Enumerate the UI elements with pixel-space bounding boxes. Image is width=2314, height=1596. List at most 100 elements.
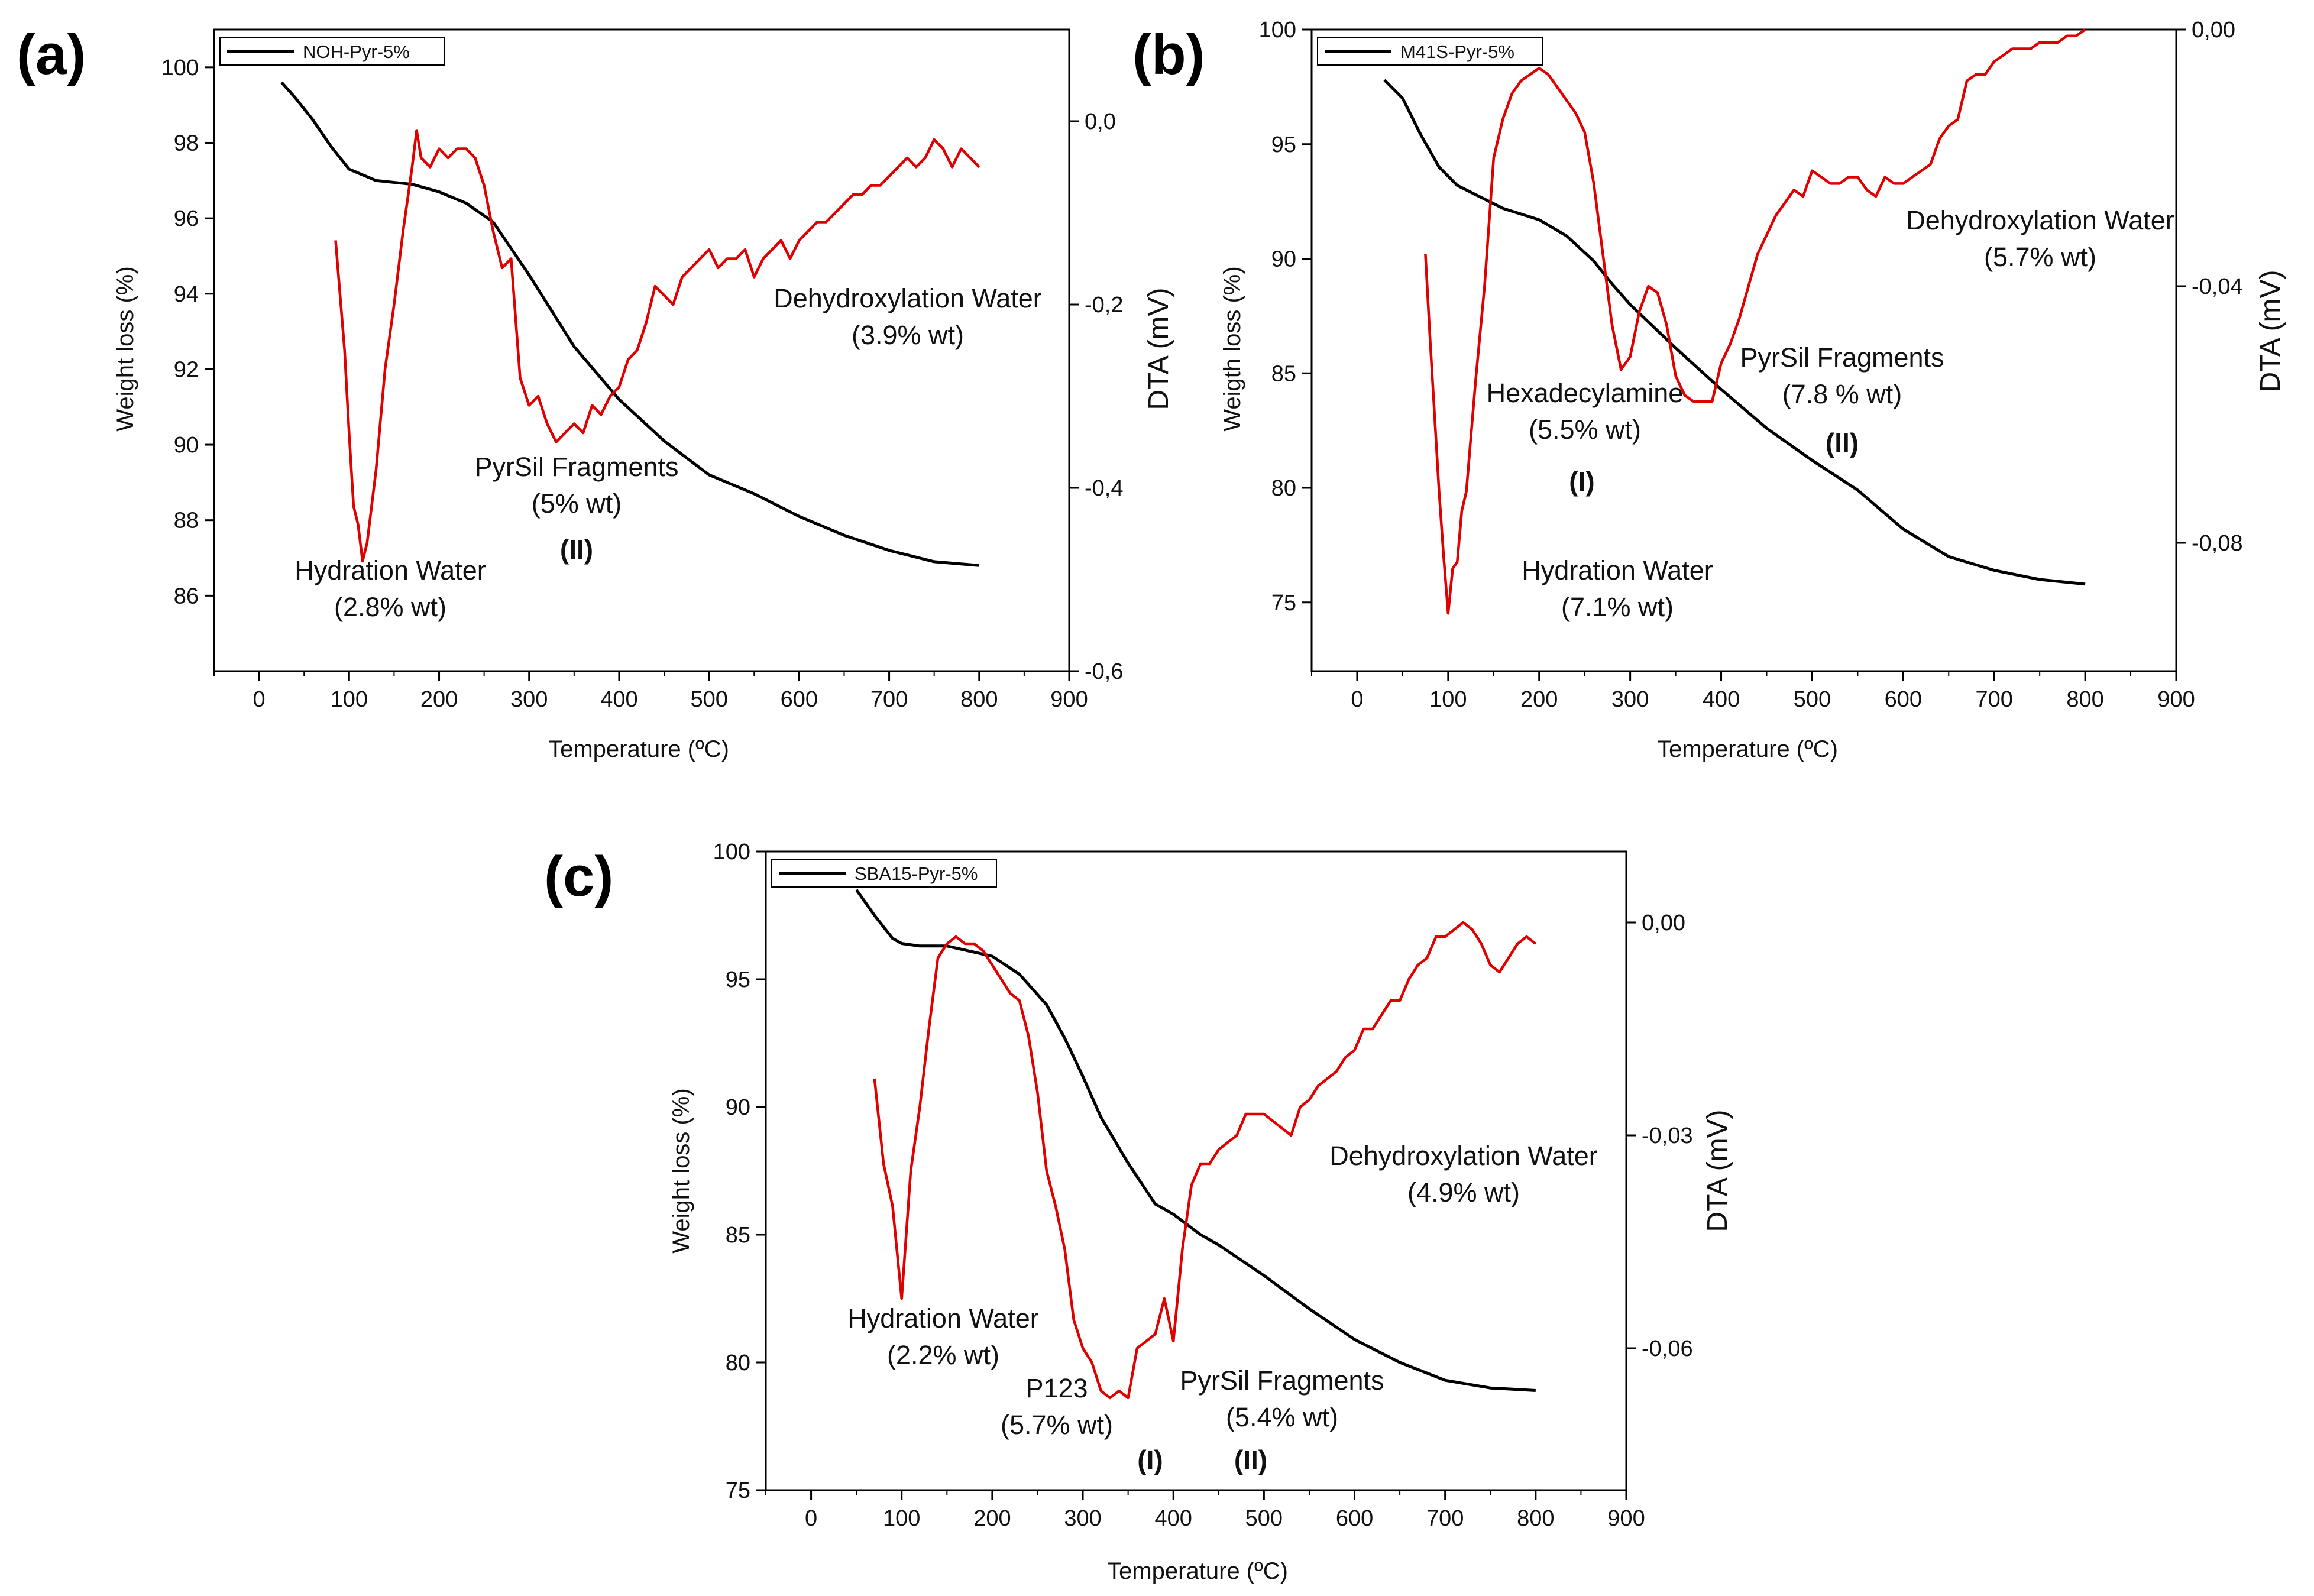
y-tick-label: 86 xyxy=(174,584,199,608)
annotation-text: Dehydroxylation Water xyxy=(1329,1141,1598,1171)
y2-tick-label: -0,08 xyxy=(2192,531,2243,556)
y-tick-label: 100 xyxy=(1259,18,1296,43)
annotation-stage-label: (II) xyxy=(1234,1445,1267,1475)
y2-tick-label: -0,6 xyxy=(1085,659,1123,684)
annotation-text: Dehydroxylation Water xyxy=(774,283,1042,313)
y2-tick-label: 0,0 xyxy=(1085,109,1116,134)
y2-tick-label: 0,00 xyxy=(2192,18,2235,43)
annotation-text: (5.7% wt) xyxy=(1001,1410,1113,1440)
y-tick-label: 90 xyxy=(1271,247,1296,272)
y-tick-label: 95 xyxy=(1271,132,1296,157)
y-axis-label: Weigth loss (%) xyxy=(1219,266,1245,431)
x-tick-label: 900 xyxy=(2157,687,2195,712)
x-tick-label: 500 xyxy=(1794,687,1831,712)
x-tick-label: 300 xyxy=(510,687,548,712)
x-tick-label: 600 xyxy=(1885,687,1922,712)
x-tick-label: 400 xyxy=(600,687,637,712)
y-tick-label: 100 xyxy=(161,56,199,80)
y2-axis-label: DTA (mV) xyxy=(2255,270,2286,392)
annotation-stage-label: (II) xyxy=(1826,428,1859,458)
x-tick-label: 200 xyxy=(973,1506,1011,1531)
annotation-text: (4.9% wt) xyxy=(1407,1177,1520,1207)
legend-label: SBA15-Pyr-5% xyxy=(855,863,978,884)
x-axis-label: Temperature (ºC) xyxy=(548,736,729,762)
tga-curve xyxy=(855,889,1536,1392)
annotation-text: Hydration Water xyxy=(294,555,486,585)
plot-frame xyxy=(213,28,1070,672)
annotation-text: (2.8% wt) xyxy=(334,592,446,622)
annotation-text: PyrSil Fragments xyxy=(1740,342,1944,373)
y2-tick-label: 0,00 xyxy=(1642,911,1685,935)
panel-a: 0 100 200 300 400 500 600 700 800 900 86 88 90 92 94 96… xyxy=(17,23,1174,762)
y-axis-label: Weight loss (%) xyxy=(668,1088,694,1253)
x-tick-label: 0 xyxy=(805,1506,817,1531)
y-axis-label: Weight loss (%) xyxy=(112,266,138,431)
x-tick-label: 700 xyxy=(1426,1506,1464,1531)
annotation-text: (5.5% wt) xyxy=(1529,415,1641,445)
x-tick-label: 200 xyxy=(420,687,458,712)
annotation-text: (7.1% wt) xyxy=(1561,592,1674,622)
y-tick-label: 90 xyxy=(726,1095,750,1120)
x-tick-label: 800 xyxy=(960,687,998,712)
x-tick-label: 600 xyxy=(781,687,818,712)
panel-label: (c) xyxy=(544,845,613,908)
annotation-stage-label: (II) xyxy=(560,534,593,565)
y-tick-label: 96 xyxy=(174,206,199,231)
y2-tick-label: -0,03 xyxy=(1642,1124,1693,1148)
x-axis-label: Temperature (ºC) xyxy=(1657,736,1838,762)
annotation-text: (3.9% wt) xyxy=(852,320,964,350)
annotation-text: (5.7% wt) xyxy=(1984,242,2096,272)
x-tick-label: 500 xyxy=(1245,1506,1283,1531)
annotation-stage-label: (I) xyxy=(1569,466,1594,497)
x-tick-label: 700 xyxy=(870,687,908,712)
tga-curve xyxy=(1383,79,2086,586)
x-tick-label: 500 xyxy=(690,687,727,712)
annotation-text: (5% wt) xyxy=(532,488,622,519)
annotation-text: (5.4% wt) xyxy=(1226,1402,1338,1432)
annotation-text: P123 xyxy=(1025,1373,1088,1403)
x-tick-label: 400 xyxy=(1155,1506,1192,1531)
annotation-text: Hydration Water xyxy=(1522,555,1713,585)
x-tick-label: 0 xyxy=(1351,687,1363,712)
tga-curve xyxy=(280,81,980,567)
legend-label: NOH-Pyr-5% xyxy=(303,41,410,62)
x-tick-label: 900 xyxy=(1607,1506,1645,1531)
annotation-text: PyrSil Fragments xyxy=(474,452,678,482)
x-tick-label: 600 xyxy=(1336,1506,1373,1531)
x-tick-label: 100 xyxy=(331,687,368,712)
x-tick-label: 300 xyxy=(1611,687,1649,712)
x-tick-label: 800 xyxy=(2066,687,2103,712)
y-tick-label: 90 xyxy=(174,433,199,458)
x-axis-label: Temperature (ºC) xyxy=(1107,1558,1288,1584)
y2-tick-label: -0,2 xyxy=(1085,293,1123,318)
y-tick-label: 85 xyxy=(1271,361,1296,386)
annotation-text: Dehydroxylation Water xyxy=(1906,205,2174,235)
y-tick-label: 98 xyxy=(174,131,199,156)
x-tick-label: 800 xyxy=(1517,1506,1554,1531)
plot-frame xyxy=(1310,28,2177,672)
x-tick-label: 100 xyxy=(1429,687,1467,712)
panel-label: (a) xyxy=(17,23,86,86)
y2-axis-label: DTA (mV) xyxy=(1143,287,1174,410)
dta-curve xyxy=(1424,28,2086,615)
y-tick-label: 85 xyxy=(726,1223,750,1248)
y-tick-label: 100 xyxy=(713,840,750,865)
panel-b: 0 100 200 300 400 500 600 700 800 900 75 80 85 90 95 10… xyxy=(1132,18,2286,762)
annotation-text: PyrSil Fragments xyxy=(1180,1365,1384,1396)
x-tick-label: 900 xyxy=(1050,687,1088,712)
panel-c: 0 100 200 300 400 500 600 700 800 900 75 80 85 90 95 10… xyxy=(544,840,1733,1584)
y-tick-label: 88 xyxy=(174,509,199,533)
legend-label: M41S-Pyr-5% xyxy=(1400,41,1514,62)
x-tick-label: 300 xyxy=(1064,1506,1101,1531)
y2-axis-label: DTA (mV) xyxy=(1702,1109,1733,1232)
annotation-text: Hexadecylamine xyxy=(1487,378,1684,408)
plot-frame xyxy=(765,850,1627,1491)
annotation-text: Hydration Water xyxy=(847,1303,1038,1333)
y-tick-label: 75 xyxy=(1271,591,1296,616)
y-tick-label: 94 xyxy=(174,282,199,307)
y-tick-label: 75 xyxy=(726,1478,750,1503)
panel-label: (b) xyxy=(1132,23,1205,86)
y2-tick-label: -0,06 xyxy=(1642,1336,1693,1361)
x-tick-label: 0 xyxy=(253,687,266,712)
